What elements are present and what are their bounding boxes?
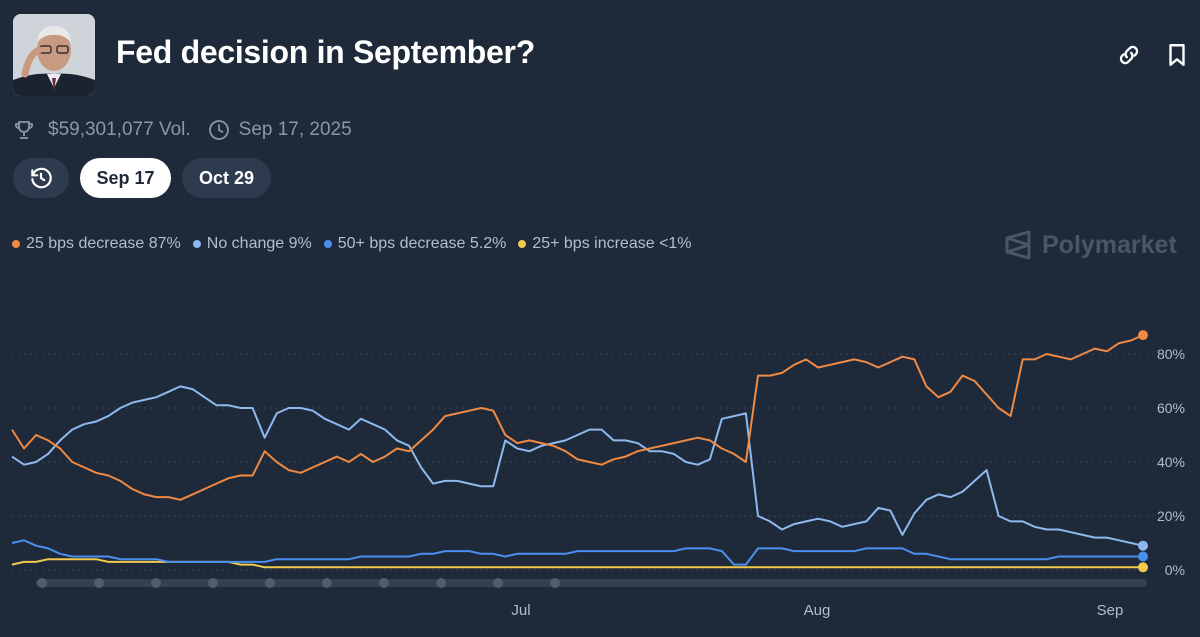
clock-icon [207,118,231,142]
x-tick-label: Jul [511,602,530,619]
legend-label: 25+ bps increase <1% [532,235,692,252]
volume-text: $59,301,077 Vol. [48,119,191,140]
legend-item: 25+ bps increase <1% [518,235,692,253]
tab-oct-29[interactable]: Oct 29 [182,158,271,198]
market-title: Fed decision in September? [116,34,535,70]
legend-item: 50+ bps decrease 5.2% [323,235,507,253]
series-end-point [1138,551,1148,562]
link-icon[interactable] [1116,42,1142,68]
series-line [11,385,1144,547]
history-button[interactable] [13,158,69,198]
timeline-marker [265,578,275,588]
bookmark-icon[interactable] [1164,42,1190,68]
timeline-marker [322,578,332,588]
timeline-marker [37,578,47,588]
legend-item: 25 bps decrease 87% [12,235,181,253]
end-date-text: Sep 17, 2025 [238,119,352,140]
price-history-chart[interactable]: 0% 20% 40% 60% 80% Jul Aug Sep [0,280,1200,637]
portrait-photo-icon [13,14,95,96]
legend-dot [12,240,20,248]
y-tick-label: 60% [1157,400,1185,416]
brand-name: Polymarket [1042,230,1177,259]
timeline-marker [94,578,104,588]
legend-label: 50+ bps decrease 5.2% [337,235,507,252]
x-tick-label: Aug [804,602,831,619]
series-line [11,558,1143,569]
timeline-marker [493,578,503,588]
y-tick-label: 80% [1157,346,1185,362]
legend-dot [518,240,527,248]
history-icon [31,167,52,189]
series-line [11,539,1143,566]
timeline-marker [208,578,218,588]
y-tick-label: 0% [1165,562,1185,578]
polymarket-watermark: Polymarket [1004,230,1177,260]
chart-legend: 25 bps decrease 87% No change 9% 50+ bps… [12,235,704,253]
market-avatar [13,14,95,96]
polymarket-logo-icon [1005,230,1031,260]
legend-dot [192,240,201,248]
series-end-point [1138,562,1148,573]
series-end-point [1138,330,1148,341]
series-end-point [1138,540,1148,551]
timeline-marker [550,578,560,588]
tab-sep-17[interactable]: Sep 17 [80,158,171,198]
timeline-marker [379,578,389,588]
legend-item: No change 9% [192,235,312,253]
legend-dot [323,240,332,248]
series-line [11,334,1144,501]
market-meta: $59,301,077 Vol. Sep 17, 2025 [12,116,352,144]
legend-label: 25 bps decrease 87% [26,235,181,252]
trophy-icon [12,118,36,142]
timeline-marker [151,578,161,588]
timeline-marker [436,578,446,588]
legend-label: No change 9% [206,235,312,252]
y-tick-label: 20% [1157,508,1185,524]
x-tick-label: Sep [1097,602,1124,619]
y-tick-label: 40% [1157,454,1185,470]
